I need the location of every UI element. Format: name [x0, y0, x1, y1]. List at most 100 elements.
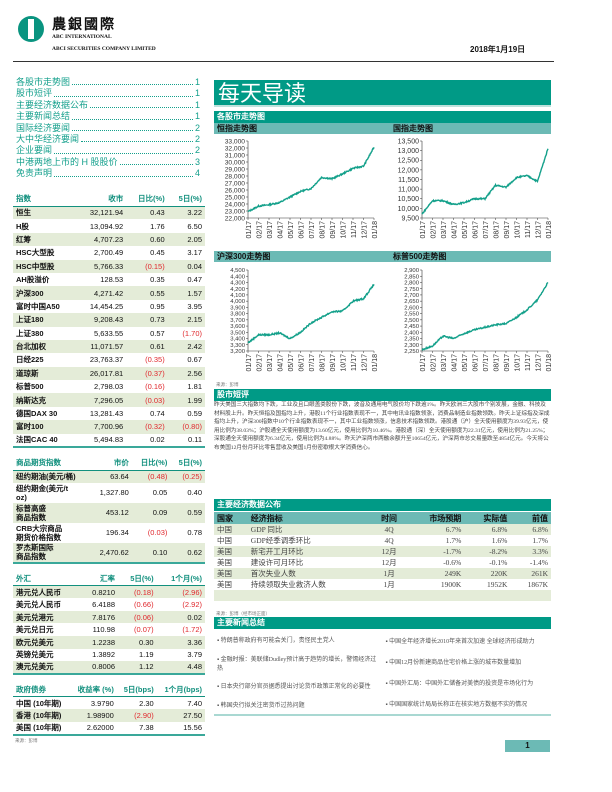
toc-item[interactable]: 国际经济要闻 2	[16, 123, 200, 134]
toc-item[interactable]: 各股市走势图 1	[16, 77, 200, 88]
table-cell: (0.06)	[118, 610, 157, 624]
y-tick-label: 2,650	[404, 299, 419, 305]
table-cell: 2.05	[167, 232, 205, 247]
x-tick-label: 03/17	[267, 221, 274, 239]
x-tick-label: 08/17	[494, 221, 501, 239]
news-item[interactable]: ▪ 中国全年经济增长2010年来首次加速 全球经济形成助力	[386, 636, 549, 645]
news-item[interactable]: ▪ 日本央行部分官员据悉提出讨论货币政策正常化的必要性	[217, 681, 380, 690]
x-tick-label: 11/17	[525, 221, 532, 238]
table-cell: 0.73	[126, 313, 168, 327]
news-item[interactable]: ▪ 中国国家统计局局长称正在核实地方数据不实的情况	[386, 699, 549, 708]
table-cell: 1.99	[167, 393, 205, 407]
table-cell: 26,017.81	[76, 366, 127, 381]
x-tick-label: 01/17	[246, 221, 253, 239]
table-row: H股 13,094.92 1.76 6.50	[13, 219, 205, 232]
fx_table-grid: 外汇 汇率 5日(%) 1个月(%) 港元兑人民币 0.8210 (0.18) (2.96) 美…	[13, 571, 205, 675]
econ-cell: 261K	[510, 568, 551, 579]
table-cell: 14,454.25	[89, 301, 124, 311]
toc-item[interactable]: 主要新闻总结 1	[16, 111, 200, 122]
econ-cell: -0.6%	[443, 558, 462, 567]
logo-english-name: ABC INTERNATIONAL	[52, 34, 112, 40]
table-cell: 0.04	[167, 259, 205, 273]
news-item[interactable]: ▪ 韩国央行拟关注密货币过热问题	[217, 700, 380, 709]
econ-cell: 6.8%	[510, 524, 551, 535]
table-cell: 0.61	[126, 339, 168, 354]
econ-row: 美国 新宅开工月环比 12月 -1.7% -8.2% 3.3%	[214, 546, 551, 557]
table-cell: 纽约期油(美元/桶)	[13, 470, 91, 483]
bullet-icon: ▪	[385, 681, 390, 687]
table-cell: 富时100	[13, 420, 77, 434]
news-item[interactable]: ▪ 金融时报：美联储Dudley预计高于趋势的增长，警惕经济过热	[217, 654, 380, 672]
column-header: 5日(%)	[167, 192, 205, 207]
toc-item[interactable]: 免责声明 4	[16, 168, 200, 179]
table-cell: 0.02	[156, 610, 205, 624]
toc-item[interactable]: 中港两地上市的 H 股股价 3	[16, 157, 200, 168]
x-tick-label: 04/17	[278, 221, 285, 239]
toc-item[interactable]: 企业要闻 2	[16, 145, 200, 156]
market-commentary-text: 昨天美国三大指数均下跌，工业及且口眼盖类股份下跌，波音及通用电气股价均下跌逾1%…	[214, 402, 550, 451]
section-economic-data: 主要经济数据公布	[214, 499, 551, 511]
toc-item-page: 1	[194, 88, 200, 99]
toc-item[interactable]: 股市短评 1	[16, 88, 200, 99]
index-price-line	[247, 284, 375, 344]
table-cell: 7.8176	[80, 610, 119, 624]
news-item-text: 中国12月份新建商品住宅价格上涨的城市数量增加	[389, 660, 522, 666]
x-tick-label: 08/17	[494, 354, 501, 372]
news-item[interactable]: ▪ 中国12月份新建商品住宅价格上涨的城市数量增加	[386, 657, 549, 666]
econ-cell: 6.8%	[464, 524, 511, 535]
toc-item[interactable]: 大中华经济要闻 2	[16, 134, 200, 145]
x-tick-label: 11/17	[351, 354, 358, 371]
news-item-text: 金融时报：美联储Dudley预计高于趋势的增长，警惕经济过热	[217, 656, 377, 672]
table-cell: 5,633.55	[94, 328, 124, 338]
section-news-summary: 主要新闻总结	[214, 617, 551, 629]
table-row: HSC大型股 2,700.49 0.45 3.17	[13, 246, 205, 259]
x-tick-label: 12/17	[536, 221, 543, 239]
toc-item[interactable]: 主要经济数据公布 1	[16, 100, 200, 111]
table-cell: (2.92)	[182, 600, 202, 610]
econ-column-header: 经济指标	[247, 512, 373, 524]
y-tick-label: 12,500	[398, 158, 420, 165]
toc-item-label: 国际经济要闻	[16, 122, 71, 133]
toc-item-label: 免责声明	[16, 168, 53, 179]
table-cell: 0.10	[131, 542, 171, 563]
x-tick-label: 06/17	[299, 221, 306, 239]
x-tick-label: 05/17	[462, 354, 469, 372]
econ-cell: 1.7%	[445, 536, 462, 545]
table-cell: 标普500	[16, 382, 44, 392]
econ-cell: 12月	[372, 546, 406, 557]
column-header: 5日(%)	[118, 571, 157, 587]
index-price-line	[421, 148, 549, 215]
table-cell: 0.8006	[80, 661, 119, 674]
x-tick-label: 09/17	[330, 221, 337, 239]
index_table-grid: 指数 收市 日比(%) 5日(%) 恒生 32,121.94 0.43 3.22 H股 13,09…	[13, 192, 205, 449]
news-item[interactable]: ▪ 特朗普称政府有可能会关门，责怪民主党人	[217, 635, 380, 644]
econ-cell: 249K	[405, 568, 465, 579]
economic-data-table: 国家 经济指标 时间 市场预期 实际值 前值 中国 GDP 同比 4Q 6.7% 6.8% 6.8% 中…	[214, 512, 551, 601]
y-tick-label: 2,550	[404, 312, 419, 318]
x-tick-label: 01/18	[372, 221, 379, 239]
csi300-line-chart: 3,2003,3003,4003,5003,6003,7003,8003,900…	[230, 268, 379, 372]
bullet-icon: ▪	[217, 703, 221, 710]
table-row: 标普500 2,798.03 (0.16) 1.81	[13, 380, 205, 393]
news-item[interactable]: ▪ 中国外汇局：中国外汇储备对美债的投资是市场化行为	[386, 678, 549, 687]
table-row: 法国CAC 40 5,494.83 0.02 0.11	[13, 434, 205, 447]
table-cell: (0.16)	[145, 382, 165, 392]
econ-column-header: 时间	[372, 512, 406, 524]
table-cell: (0.32)	[126, 420, 168, 434]
table-cell: AH股溢价	[16, 275, 50, 285]
y-tick-label: 28,000	[225, 173, 246, 180]
y-tick-label: 4,500	[230, 268, 245, 274]
table-row: 澳元兑美元 0.8006 1.12 4.48	[13, 661, 205, 674]
index-price-line	[247, 147, 375, 213]
x-tick-label: 09/17	[330, 354, 337, 372]
x-tick-label: 12/17	[362, 221, 369, 239]
table-row: 恒生 32,121.94 0.43 3.22	[13, 206, 205, 220]
econ-cell: 1900K	[440, 580, 462, 589]
table-cell: 英镑兑美元	[16, 650, 54, 660]
y-tick-label: 3,800	[230, 312, 245, 318]
commodity-table: 商品期货指数 市价 日比(%) 5日(%) 纽约期油(美元/桶) 63.64 (0.48)(…	[13, 456, 205, 572]
x-tick-label: 01/17	[420, 354, 427, 372]
econ-cell: 4Q	[372, 524, 406, 535]
table-cell: 27.50	[156, 709, 205, 722]
hsi-line-chart: 22,00023,00024,00025,00026,00027,00028,0…	[225, 138, 379, 239]
